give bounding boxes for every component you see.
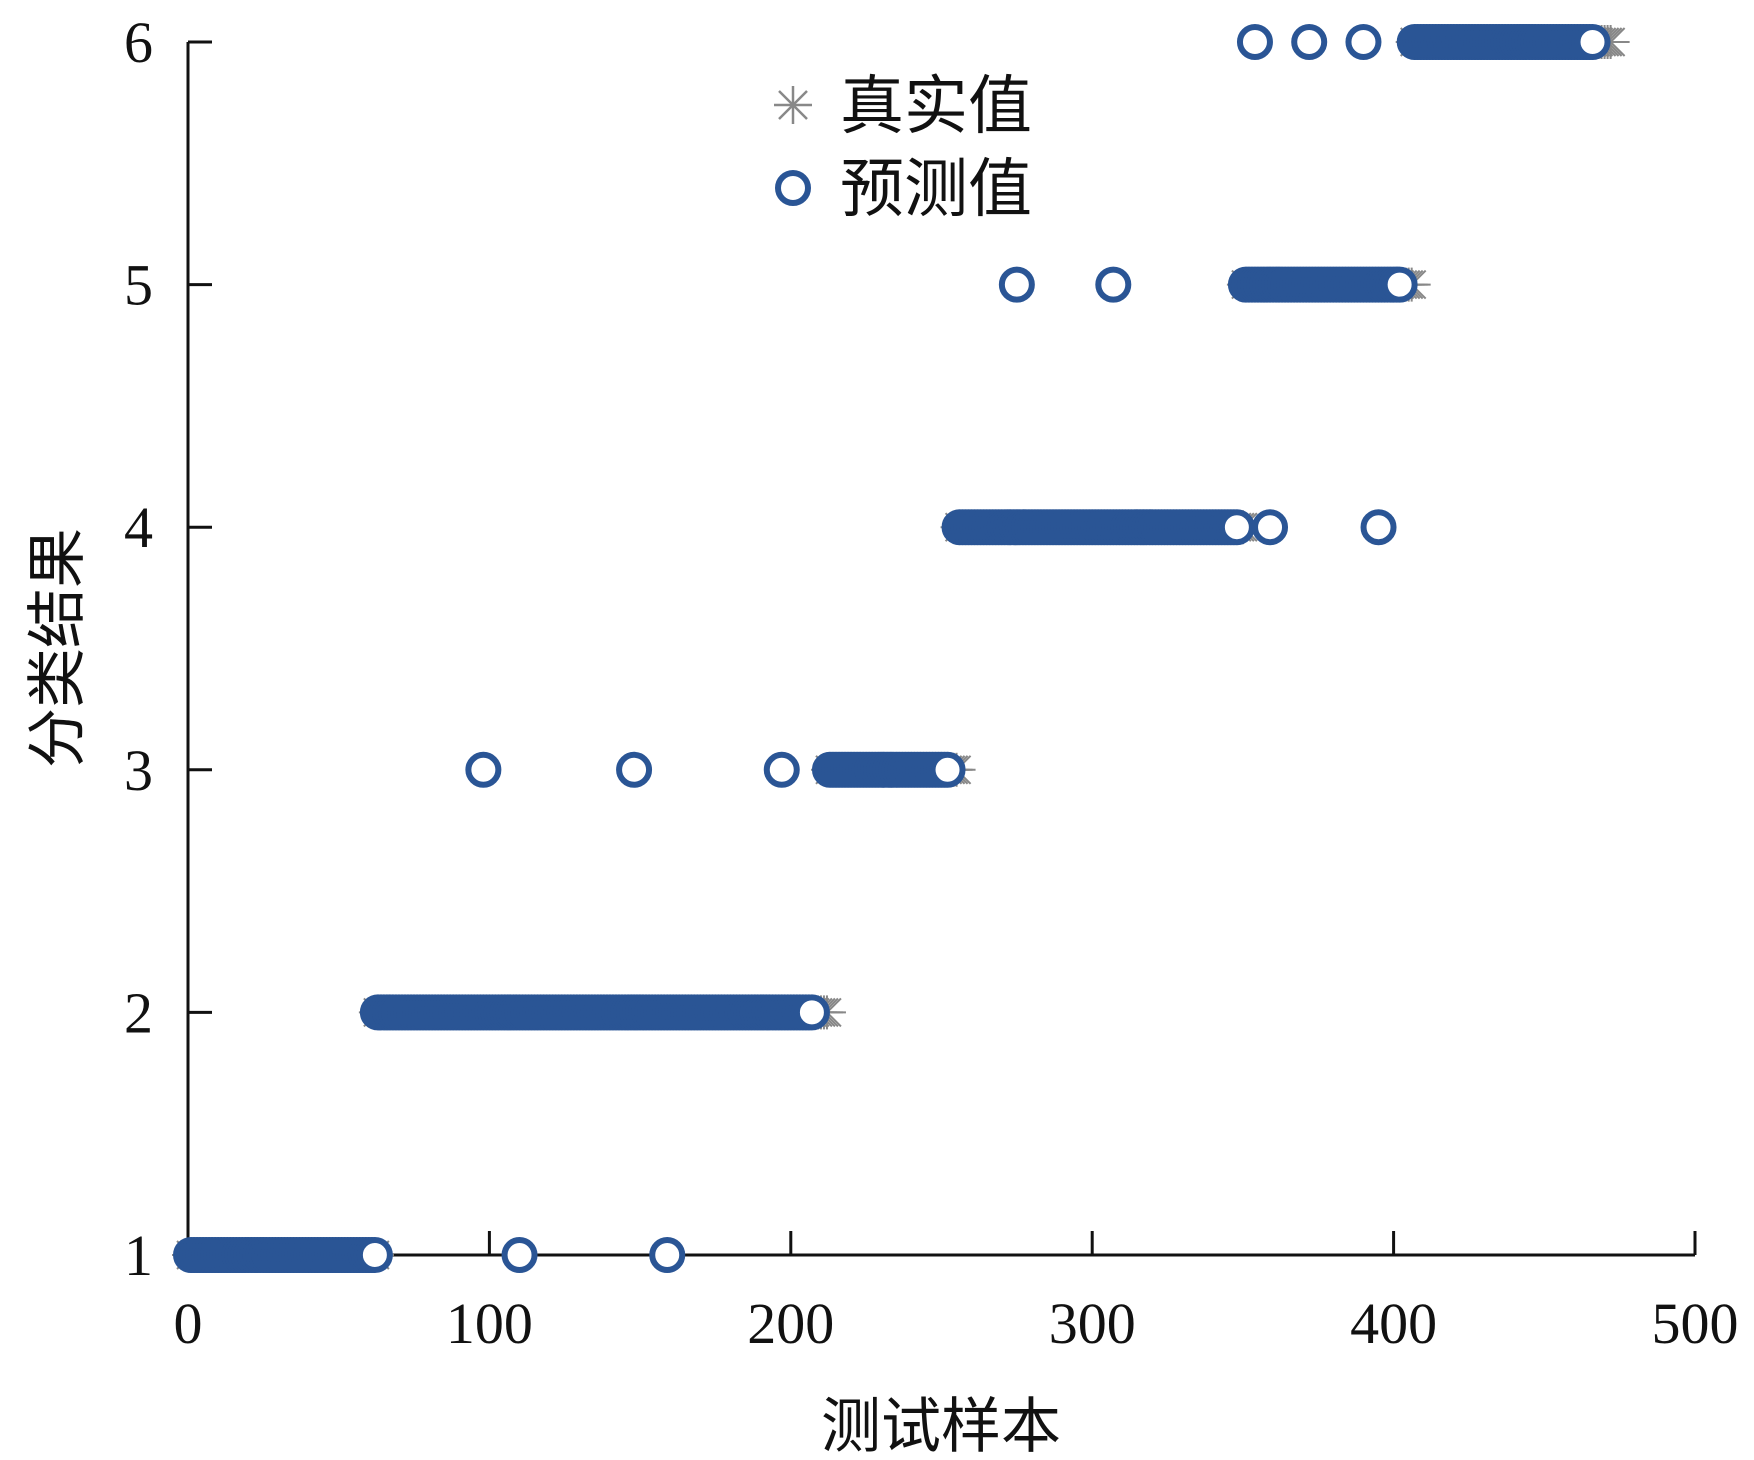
- legend-pred-marker: [775, 170, 811, 206]
- pred-point: [1236, 24, 1273, 60]
- legend-true-label: 真实值: [840, 70, 1032, 144]
- pred-point: [356, 1237, 393, 1273]
- x-tick-label: 500: [1652, 1291, 1739, 1356]
- x-tick-label: 0: [174, 1291, 203, 1356]
- x-tick-label: 100: [446, 1291, 533, 1356]
- y-ticks: 1 2 3 4 5 6: [124, 10, 212, 1288]
- y-tick-label: 2: [124, 980, 153, 1045]
- pred-point: [1095, 266, 1132, 303]
- pred-point: [616, 751, 653, 788]
- pred-point: [501, 1237, 538, 1273]
- legend-true-marker: [774, 86, 812, 124]
- pred-point: [465, 751, 502, 788]
- pred-point: [1360, 509, 1397, 546]
- pred-point: [998, 266, 1035, 303]
- y-tick-label: 1: [124, 1223, 153, 1288]
- pred-point: [649, 1237, 686, 1273]
- legend: 真实值 预测值: [774, 70, 1032, 227]
- predicted-value-series: [173, 24, 1611, 1273]
- pred-point: [929, 751, 966, 788]
- legend-pred-label: 预测值: [840, 153, 1032, 227]
- y-tick-label: 4: [124, 495, 153, 560]
- pred-point: [1218, 509, 1255, 546]
- x-tick-label: 300: [1049, 1291, 1136, 1356]
- pred-point: [1381, 266, 1418, 303]
- pred-point: [1574, 24, 1611, 60]
- y-tick-label: 6: [124, 10, 153, 75]
- y-axis-label: 分类结果: [23, 528, 93, 768]
- axes: [186, 42, 1695, 1257]
- pred-point: [1291, 24, 1328, 60]
- pred-point: [763, 751, 800, 788]
- pred-point: [793, 994, 830, 1031]
- x-ticks: 0 100 200 300 400 500: [174, 1231, 1739, 1356]
- pred-point: [1345, 24, 1382, 60]
- y-tick-label: 5: [124, 253, 153, 318]
- y-tick-label: 3: [124, 738, 153, 803]
- x-axis-label: 测试样本: [821, 1392, 1061, 1460]
- x-tick-label: 400: [1350, 1291, 1437, 1356]
- x-tick-label: 200: [747, 1291, 834, 1356]
- pred-point: [1252, 509, 1289, 546]
